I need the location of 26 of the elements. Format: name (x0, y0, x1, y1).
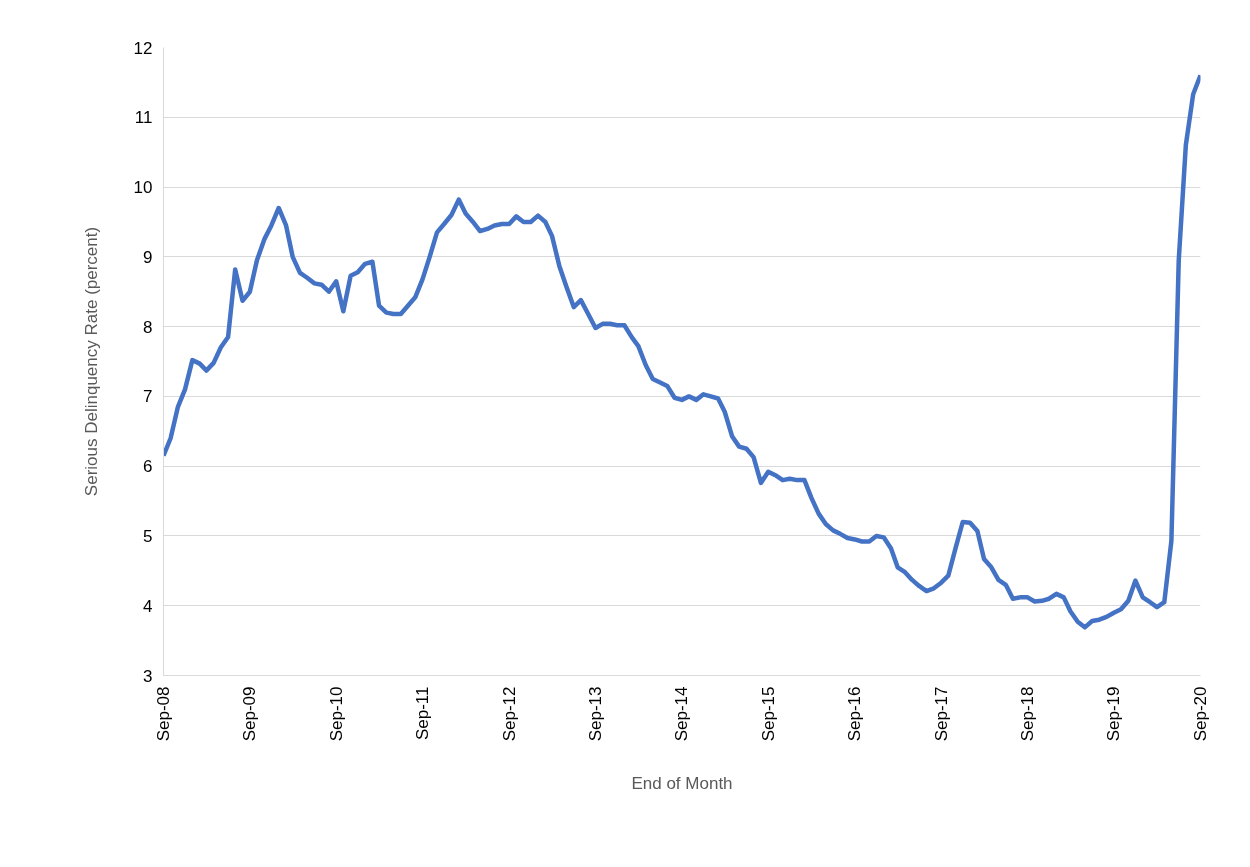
y-tick-label: 10 (133, 178, 153, 198)
y-tick-label: 11 (134, 108, 153, 128)
x-tick-label: Sep-10 (326, 686, 346, 742)
x-tick-label: Sep-19 (1104, 686, 1124, 742)
x-axis-title: End of Month (631, 774, 733, 794)
y-tick-label: 12 (133, 38, 153, 58)
x-tick-label: Sep-11 (413, 686, 433, 741)
x-tick-label: Sep-17 (931, 686, 951, 742)
x-tick-label: Sep-09 (240, 686, 260, 742)
y-tick-label: 8 (143, 317, 153, 337)
x-tick-label: Sep-18 (1018, 686, 1038, 742)
line-series (163, 73, 1201, 630)
x-tick-label: Sep-12 (499, 686, 519, 742)
y-tick-label: 4 (143, 596, 153, 616)
x-tick-label: Sep-20 (1191, 686, 1210, 742)
y-tick-label: 5 (143, 526, 153, 546)
x-tick-label: Sep-14 (672, 686, 692, 742)
y-tick-label: 6 (143, 457, 153, 477)
x-tick-label: Sep-16 (845, 686, 865, 742)
x-tick-label: Sep-15 (758, 686, 778, 742)
y-tick-label: 9 (143, 247, 153, 267)
x-tick-label: Sep-08 (154, 686, 173, 742)
y-tick-label: 7 (143, 387, 153, 407)
y-tick-label: 3 (143, 666, 153, 686)
x-tick-label: Sep-13 (586, 686, 606, 742)
y-axis-title: Serious Delinquency Rate (percent) (81, 226, 101, 497)
